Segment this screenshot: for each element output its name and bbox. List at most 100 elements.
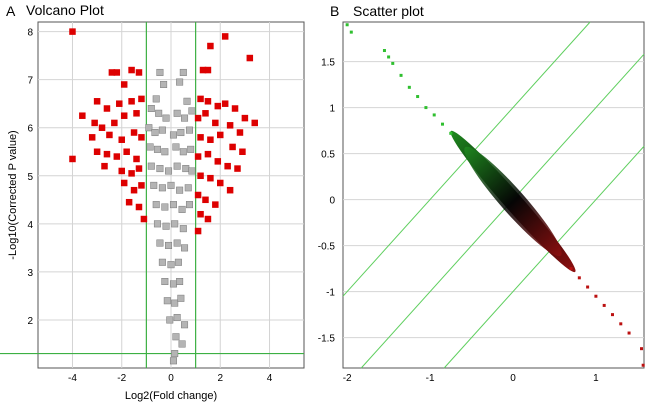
volcano-point-not-significant xyxy=(162,114,170,122)
volcano-point-not-significant xyxy=(150,181,158,189)
scatter-point-up xyxy=(399,73,403,77)
volcano-y-tick-label: 7 xyxy=(27,76,33,87)
volcano-point-significant xyxy=(251,119,258,127)
volcano-point-significant xyxy=(194,227,202,235)
volcano-point-not-significant xyxy=(185,126,193,134)
volcano-x-tick-label: -2 xyxy=(117,373,126,384)
volcano-point-significant xyxy=(204,215,212,223)
scatter-point-up xyxy=(441,122,445,126)
panel-b-label: B xyxy=(330,3,339,19)
volcano-point-significant xyxy=(69,28,76,35)
volcano-point-significant xyxy=(93,98,101,105)
volcano-point-significant xyxy=(123,148,130,155)
volcano-point-significant xyxy=(118,136,125,143)
volcano-y-tick-label: 8 xyxy=(27,28,33,39)
volcano-point-significant xyxy=(111,119,118,127)
volcano-point-significant xyxy=(221,33,229,40)
volcano-point-not-significant xyxy=(155,109,163,117)
scatter-point-down xyxy=(610,313,614,317)
volcano-point-significant xyxy=(130,129,138,136)
volcano-point-significant xyxy=(212,201,219,208)
volcano-point-not-significant xyxy=(173,239,181,247)
volcano-point-not-significant xyxy=(178,340,186,348)
volcano-point-not-significant xyxy=(167,261,175,269)
volcano-point-not-significant xyxy=(169,280,177,288)
volcano-point-not-significant xyxy=(177,129,185,137)
scatter-grid xyxy=(343,61,644,339)
volcano-point-significant xyxy=(91,119,98,127)
scatter-plot: Scatter plot 1.5 1 0.5 0 -0.5 -1 -1.5 -2 -1 0 1 xyxy=(318,3,645,384)
volcano-point-significant xyxy=(128,170,135,177)
volcano-point-not-significant xyxy=(171,220,179,228)
volcano-point-significant xyxy=(239,148,246,155)
volcano-point-not-significant xyxy=(184,184,192,192)
volcano-y-tick-label: 3 xyxy=(27,268,33,279)
scatter-y-tick-label: 0.5 xyxy=(321,150,335,161)
volcano-point-not-significant xyxy=(161,203,169,211)
volcano-y-tick-label: 2 xyxy=(27,316,33,327)
volcano-point-significant xyxy=(197,95,204,103)
scatter-ticks: 1.5 1 0.5 0 -0.5 -1 -1.5 -2 -1 0 1 xyxy=(318,58,599,384)
volcano-point-not-significant xyxy=(173,314,181,322)
volcano-point-significant xyxy=(125,198,133,206)
scatter-y-tick-label: 1.5 xyxy=(321,58,335,69)
volcano-point-significant xyxy=(118,167,125,175)
volcano-point-significant xyxy=(214,102,222,110)
volcano-point-significant xyxy=(226,186,234,194)
volcano-points xyxy=(69,28,258,365)
scatter-point-down xyxy=(627,331,631,335)
volcano-point-significant xyxy=(197,210,204,218)
volcano-point-significant xyxy=(202,110,209,117)
volcano-point-not-significant xyxy=(165,241,173,249)
volcano-point-significant xyxy=(98,124,106,131)
volcano-y-tick-label: 4 xyxy=(27,220,33,231)
volcano-point-significant xyxy=(197,172,204,180)
volcano-point-significant xyxy=(236,129,244,136)
volcano-point-not-significant xyxy=(179,68,187,76)
volcano-point-significant xyxy=(217,131,224,139)
volcano-x-tick-label: -4 xyxy=(68,373,77,384)
scatter-x-tick-label: -2 xyxy=(343,373,352,384)
panel-a-label: A xyxy=(6,3,16,19)
volcano-point-not-significant xyxy=(176,78,184,86)
volcano-x-tick-label: 2 xyxy=(217,373,223,384)
volcano-point-significant xyxy=(207,42,214,50)
volcano-point-significant xyxy=(229,143,236,151)
volcano-point-not-significant xyxy=(146,143,154,151)
volcano-point-not-significant xyxy=(171,299,179,307)
volcano-point-not-significant xyxy=(176,186,184,194)
volcano-point-not-significant xyxy=(158,126,166,134)
volcano-point-not-significant xyxy=(158,184,166,192)
volcano-x-tick-label: 0 xyxy=(168,373,174,384)
volcano-point-not-significant xyxy=(156,239,164,247)
scatter-point-up xyxy=(387,55,391,59)
volcano-grid xyxy=(38,22,304,368)
volcano-point-not-significant xyxy=(181,114,189,122)
volcano-point-not-significant xyxy=(158,258,166,266)
scatter-point-up xyxy=(349,30,353,34)
volcano-point-significant xyxy=(88,134,96,141)
volcano-point-significant xyxy=(212,119,219,127)
volcano-point-not-significant xyxy=(167,181,175,189)
volcano-point-significant xyxy=(197,134,204,141)
volcano-point-significant xyxy=(194,114,202,122)
volcano-point-significant xyxy=(120,112,128,119)
volcano-point-significant xyxy=(194,191,202,199)
scatter-point-down xyxy=(586,285,590,289)
volcano-point-significant xyxy=(207,136,214,143)
scatter-x-tick-label: 1 xyxy=(593,373,599,384)
volcano-point-significant xyxy=(204,66,212,74)
volcano-point-not-significant xyxy=(165,167,173,175)
scatter-point-down xyxy=(569,267,573,271)
volcano-point-not-significant xyxy=(181,244,189,252)
volcano-point-not-significant xyxy=(183,97,191,105)
volcano-point-significant xyxy=(138,134,145,141)
volcano-y-axis-label: -Log10(Corrected P value) xyxy=(7,130,19,259)
volcano-point-not-significant xyxy=(178,205,186,213)
volcano-title: Volcano Plot xyxy=(26,2,104,18)
volcano-point-not-significant xyxy=(169,357,177,365)
volcano-y-tick-label: 6 xyxy=(27,124,33,135)
volcano-point-significant xyxy=(207,174,214,182)
volcano-point-significant xyxy=(241,114,249,122)
